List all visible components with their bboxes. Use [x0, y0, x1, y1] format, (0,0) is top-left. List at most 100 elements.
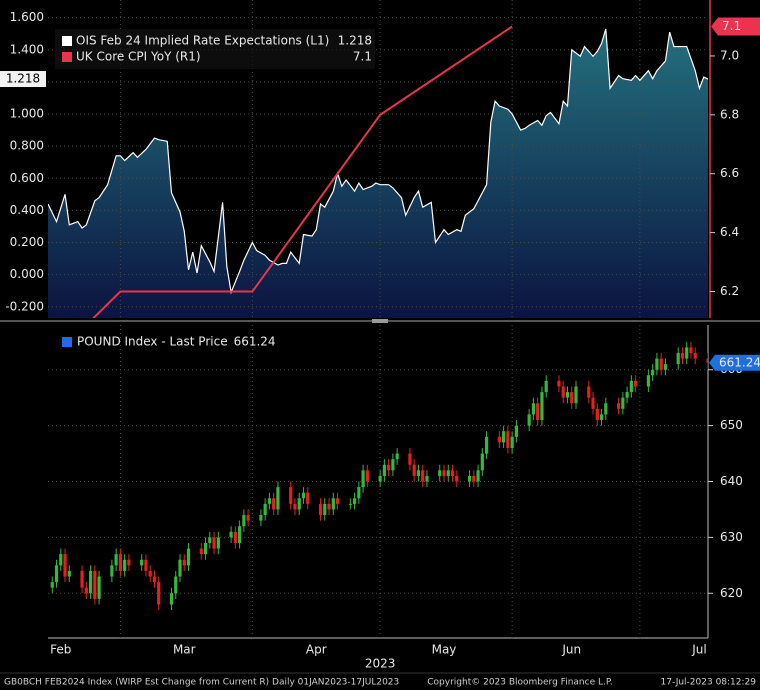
candle-body	[127, 559, 131, 566]
footer-center: Copyright© 2023 Bloomberg Finance L.P.	[427, 678, 612, 688]
candle-body	[480, 453, 484, 471]
bottom-panel: 620630640650660FebMarAprMayJunJul2023661…	[48, 325, 760, 671]
candle-body	[297, 498, 301, 510]
candle-body	[63, 554, 67, 577]
candle-body	[289, 487, 293, 504]
candle-body	[476, 470, 480, 482]
candle-body	[693, 352, 697, 359]
candle-body	[676, 352, 680, 365]
legend-box	[55, 29, 375, 69]
candle-body	[655, 358, 659, 370]
candle-body	[84, 587, 88, 594]
candle-body	[634, 380, 638, 387]
candle-body	[561, 386, 565, 398]
x-tick-label: May	[432, 643, 457, 657]
candle-body	[557, 380, 561, 387]
y2-tick-label: 6.4	[720, 225, 739, 239]
candle-body	[416, 470, 421, 476]
ois-line	[48, 28, 708, 295]
last-value-tag	[0, 71, 46, 88]
last-value-tag	[711, 17, 760, 36]
candle-body	[114, 554, 118, 566]
candle-body	[272, 498, 276, 510]
candle-body	[242, 515, 246, 527]
candle-body	[395, 453, 399, 460]
candle-body	[689, 347, 693, 353]
candle-body	[506, 431, 510, 448]
last-value-label: 661.24	[719, 355, 760, 369]
last-value-label: 7.1	[722, 19, 741, 33]
x-axis-label: 2023	[365, 657, 396, 671]
y2-tick-label: 6.6	[720, 166, 739, 180]
candle-body	[267, 498, 272, 504]
candle-body	[318, 503, 323, 516]
footer-right: 17-Jul-2023 08:12:29	[661, 678, 757, 688]
y-tick-label: 0.600	[10, 171, 44, 185]
candle-body	[421, 470, 425, 482]
candle-body	[587, 386, 591, 398]
candle-body	[536, 403, 540, 421]
candle-body	[327, 503, 331, 510]
candle-body	[259, 515, 263, 521]
candle-body	[144, 559, 148, 571]
candle-body	[544, 380, 548, 393]
cpi-line	[92, 25, 513, 318]
legend-value: 1.218	[338, 34, 372, 48]
candle-body	[391, 459, 395, 471]
divider-handle	[372, 319, 388, 323]
candle-body	[659, 358, 663, 370]
candle-body	[54, 565, 59, 583]
x-tick-label: Apr	[306, 643, 327, 657]
candle-body	[484, 436, 489, 454]
candle-body	[348, 503, 352, 505]
legend-label: POUND Index - Last Price	[77, 335, 228, 349]
candle-body	[323, 503, 327, 516]
y-tick-label: 0.800	[10, 139, 44, 153]
candle-body	[246, 515, 250, 521]
y-tick-label: 650	[720, 418, 743, 432]
candle-body	[157, 582, 161, 605]
y2-tick-label: 6.2	[720, 284, 739, 298]
candle-body	[293, 503, 297, 510]
candle-body	[212, 537, 216, 549]
candle-body	[646, 375, 650, 387]
candle-body	[229, 531, 233, 538]
candle-body	[203, 542, 208, 555]
candle-body	[599, 414, 604, 421]
candle-body	[365, 470, 369, 482]
candle-body	[352, 498, 357, 504]
candle-body	[685, 347, 689, 359]
candle-body	[680, 352, 685, 359]
y-tick-label: 0.200	[10, 235, 44, 249]
candle-body	[123, 559, 127, 571]
candle-body	[118, 554, 122, 571]
candle-body	[110, 565, 114, 577]
x-tick-label: Feb	[50, 643, 71, 657]
candle-body	[425, 475, 429, 482]
candle-body	[467, 475, 472, 482]
last-value-tag	[709, 354, 760, 371]
candle-body	[438, 470, 442, 476]
candle-body	[604, 403, 608, 415]
candle-body	[472, 475, 476, 482]
candle-body	[663, 364, 668, 370]
candle-body	[186, 548, 191, 566]
candle-body	[88, 570, 93, 594]
candle-body	[514, 425, 518, 437]
candle-body	[442, 470, 446, 476]
candle-body	[621, 397, 625, 409]
candle-body	[301, 492, 306, 499]
candle-body	[625, 392, 629, 398]
legend-swatch	[62, 337, 72, 347]
candle-body	[412, 464, 416, 476]
candle-body	[455, 475, 459, 482]
candle-body	[306, 492, 310, 504]
candle-body	[497, 436, 501, 443]
candle-body	[97, 576, 101, 599]
x-tick-label: Jun	[561, 643, 581, 657]
candle-body	[629, 380, 633, 393]
candle-body	[93, 570, 97, 599]
candle-body	[238, 526, 242, 543]
